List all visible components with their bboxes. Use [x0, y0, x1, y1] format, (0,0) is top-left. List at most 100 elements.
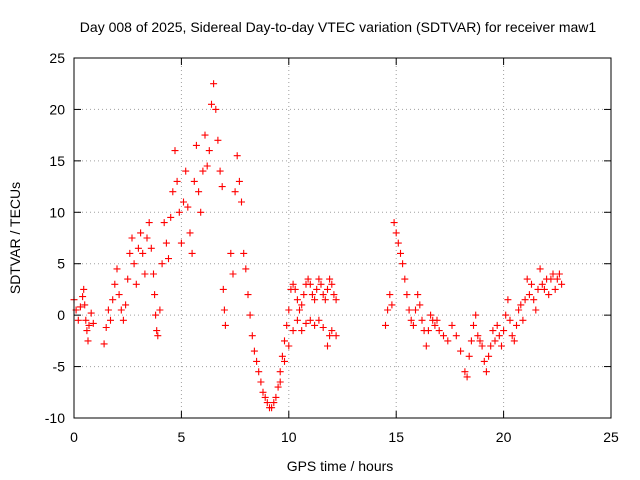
- x-tick-label: 10: [281, 429, 297, 445]
- data-point: [255, 368, 263, 376]
- data-point: [263, 399, 271, 407]
- data-point: [401, 275, 409, 283]
- y-tick-label: -10: [45, 410, 65, 426]
- data-point: [197, 208, 205, 216]
- x-tick-label: 5: [178, 429, 186, 445]
- data-point: [111, 280, 119, 288]
- data-point: [399, 260, 407, 268]
- data-point: [192, 141, 200, 149]
- data-point: [107, 316, 114, 324]
- data-point: [214, 136, 222, 144]
- data-point: [113, 265, 121, 273]
- data-point: [326, 332, 334, 340]
- data-point: [205, 147, 213, 155]
- data-point: [233, 152, 241, 160]
- data-point: [122, 301, 130, 309]
- data-point: [212, 105, 220, 113]
- data-point: [553, 275, 561, 283]
- data-point: [154, 332, 162, 340]
- data-point: [165, 255, 172, 263]
- data-point: [302, 319, 310, 327]
- data-point: [530, 296, 538, 304]
- data-point: [489, 327, 497, 335]
- data-point: [80, 285, 88, 293]
- data-point: [523, 275, 531, 283]
- data-point: [555, 270, 563, 278]
- data-point: [139, 249, 147, 257]
- data-point: [517, 301, 525, 309]
- data-point: [186, 229, 194, 237]
- data-point: [405, 306, 413, 314]
- data-point: [293, 296, 301, 304]
- data-point: [104, 306, 112, 314]
- data-point: [491, 337, 499, 345]
- data-point: [311, 321, 319, 329]
- data-point: [304, 275, 312, 283]
- data-point: [457, 347, 465, 355]
- y-tick-label: 20: [49, 101, 65, 117]
- data-point: [173, 177, 181, 185]
- x-tick-label: 0: [70, 429, 78, 445]
- data-point: [386, 291, 394, 299]
- data-point: [210, 80, 218, 88]
- data-point: [130, 260, 138, 268]
- data-point: [238, 198, 245, 206]
- data-point: [153, 327, 161, 335]
- data-point: [195, 188, 203, 196]
- data-point: [128, 234, 136, 242]
- data-point: [418, 316, 426, 324]
- data-point: [76, 303, 84, 311]
- data-point: [319, 324, 327, 331]
- data-point: [506, 316, 514, 324]
- data-point: [276, 368, 284, 376]
- data-point: [324, 342, 331, 350]
- data-point: [285, 342, 293, 350]
- data-point: [229, 270, 237, 278]
- data-point: [84, 337, 92, 345]
- data-point: [493, 321, 501, 329]
- data-point: [525, 291, 533, 299]
- data-point: [219, 285, 227, 293]
- data-point: [169, 188, 177, 196]
- data-point: [220, 306, 228, 314]
- data-point: [242, 265, 250, 273]
- data-point: [551, 285, 559, 293]
- data-point: [545, 291, 553, 299]
- data-point: [480, 357, 488, 365]
- data-point: [240, 249, 248, 257]
- data-point: [147, 244, 155, 252]
- data-point: [85, 321, 93, 329]
- data-point: [465, 352, 473, 360]
- data-point: [235, 177, 243, 185]
- data-point: [300, 291, 308, 299]
- data-point: [474, 332, 482, 340]
- data-point: [150, 270, 157, 278]
- data-point: [281, 337, 288, 345]
- data-point: [534, 285, 542, 293]
- data-point: [467, 337, 475, 345]
- data-point: [291, 285, 299, 293]
- data-point: [134, 244, 142, 252]
- data-point: [89, 319, 97, 327]
- data-point: [472, 311, 480, 319]
- data-point: [440, 332, 447, 340]
- data-point: [549, 270, 557, 278]
- data-point: [409, 321, 417, 329]
- data-point: [289, 327, 297, 335]
- data-point: [328, 280, 336, 288]
- data-point: [190, 177, 198, 185]
- data-point: [319, 291, 327, 299]
- data-point: [261, 393, 269, 401]
- data-point: [422, 342, 430, 350]
- x-tick-label: 20: [496, 429, 512, 445]
- data-point: [126, 249, 134, 257]
- data-point: [403, 291, 411, 299]
- data-point: [281, 357, 288, 365]
- data-point: [500, 327, 508, 335]
- data-point: [221, 321, 229, 329]
- data-point: [216, 167, 224, 175]
- data-point: [175, 208, 183, 216]
- data-point: [510, 337, 518, 345]
- data-point: [317, 280, 325, 288]
- data-point: [227, 249, 235, 257]
